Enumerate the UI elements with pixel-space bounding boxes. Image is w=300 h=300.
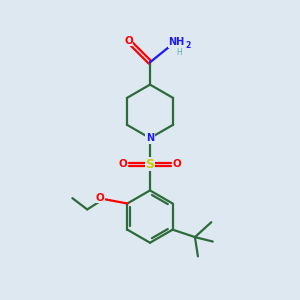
Text: H: H — [176, 48, 182, 57]
Text: NH: NH — [169, 38, 185, 47]
Text: N: N — [146, 133, 154, 143]
Text: O: O — [118, 159, 127, 169]
Text: O: O — [173, 159, 182, 169]
Text: O: O — [124, 36, 133, 46]
Text: 2: 2 — [185, 41, 191, 50]
Text: O: O — [95, 193, 104, 202]
Text: S: S — [146, 158, 154, 171]
